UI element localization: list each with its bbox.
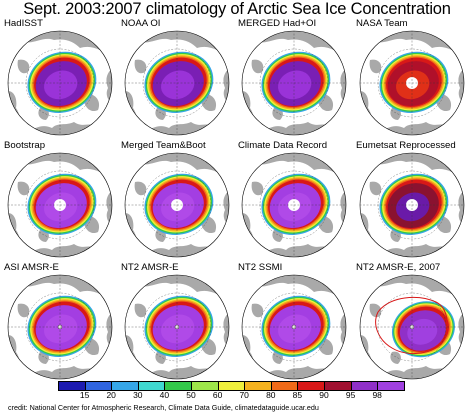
panel-title: NASA Team	[356, 18, 408, 29]
panel-title: Bootstrap	[4, 140, 46, 151]
panel-title: NT2 AMSR-E, 2007	[356, 262, 441, 273]
colorbar-tick-label: 85	[292, 390, 303, 400]
panel-title: NT2 SSMI	[238, 262, 283, 273]
polar-stereographic-map	[356, 152, 468, 258]
colorbar-tick-label: 15	[79, 390, 90, 400]
polar-stereographic-map	[4, 152, 116, 258]
polar-stereographic-map	[238, 274, 350, 380]
colorbar-tick-label: 90	[319, 390, 329, 400]
panel-title: MERGED Had+OI	[238, 18, 317, 29]
colorbar-tick-label: 98	[372, 390, 382, 400]
colorbar-tick-label: 30	[133, 390, 143, 400]
colorbar-tick-label: 70	[239, 390, 249, 400]
panel-title: Climate Data Record	[238, 140, 328, 151]
panel-title: Merged Team&Boot	[121, 140, 206, 151]
map-panel: Eumetsat Reprocessed	[356, 140, 468, 258]
polar-stereographic-map	[4, 274, 116, 380]
map-panel: NT2 AMSR-E	[121, 262, 233, 380]
colorbar-tick-label: 80	[266, 390, 276, 400]
panel-title: Eumetsat Reprocessed	[356, 140, 456, 151]
panel-title: NOAA OI	[121, 18, 161, 29]
colorbar-tick-label: 20	[106, 390, 116, 400]
credit-line: credit: National Center for Atmospheric …	[8, 403, 319, 412]
map-panel: NT2 AMSR-E, 2007	[356, 262, 468, 380]
polar-stereographic-map	[121, 30, 233, 136]
map-panel: Climate Data Record	[238, 140, 350, 258]
map-panel: Merged Team&Boot	[121, 140, 233, 258]
map-panel: NT2 SSMI	[238, 262, 350, 380]
panel-title: HadISST	[4, 18, 43, 29]
polar-stereographic-map	[238, 30, 350, 136]
colorbar-tick-label: 40	[159, 390, 170, 400]
polar-stereographic-map	[121, 152, 233, 258]
figure-title: Sept. 2003:2007 climatology of Arctic Se…	[23, 0, 451, 18]
colorbar-tick-label: 50	[186, 390, 196, 400]
polar-stereographic-map	[356, 274, 468, 380]
panel-title: ASI AMSR-E	[4, 262, 59, 273]
polar-stereographic-map	[356, 30, 468, 136]
map-panel: NASA Team	[356, 18, 468, 136]
map-panel: Bootstrap	[4, 140, 116, 258]
panel-title: NT2 AMSR-E	[121, 262, 179, 273]
map-panel: HadISST	[4, 18, 116, 136]
map-panel: MERGED Had+OI	[238, 18, 350, 136]
polar-stereographic-map	[121, 274, 233, 380]
polar-stereographic-map	[238, 152, 350, 258]
map-panel: ASI AMSR-E	[4, 262, 116, 380]
colorbar-tick-label: 60	[212, 390, 223, 400]
colorbar-swatch	[377, 381, 405, 391]
polar-stereographic-map	[4, 30, 116, 136]
colorbar-tick-label: 95	[345, 390, 356, 400]
map-panel: NOAA OI	[121, 18, 233, 136]
